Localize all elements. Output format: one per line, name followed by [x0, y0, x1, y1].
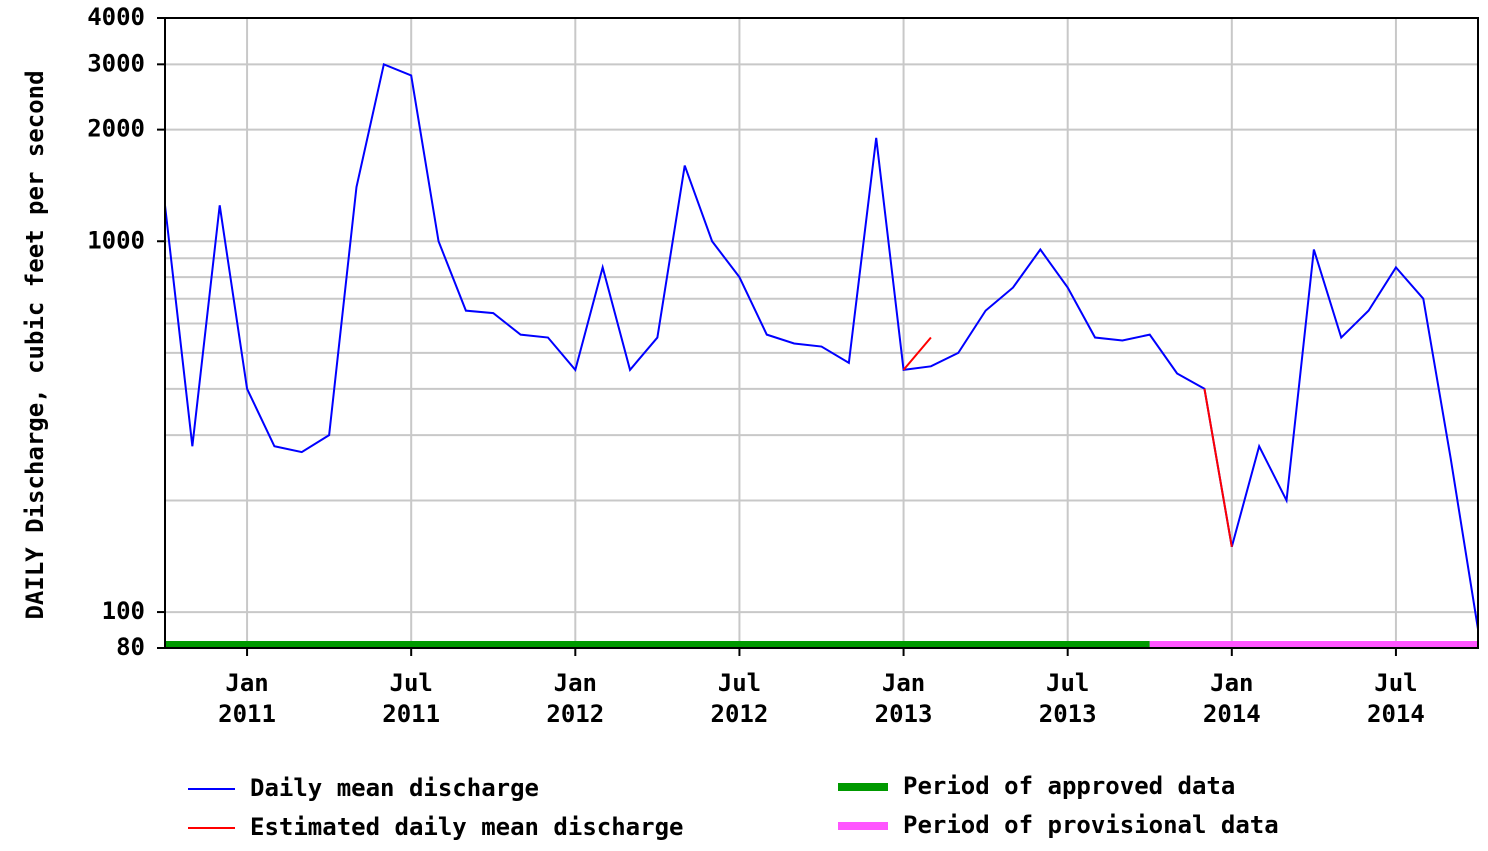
y-tick-label: 80: [116, 633, 145, 661]
legend-label: Estimated daily mean discharge: [250, 813, 683, 841]
x-tick-label: Jul: [390, 669, 433, 697]
x-tick-label: 2013: [875, 700, 933, 728]
x-tick-label: Jul: [1046, 669, 1089, 697]
x-tick-label: Jul: [718, 669, 761, 697]
y-tick-label: 100: [102, 597, 145, 625]
x-tick-label: 2011: [218, 700, 276, 728]
legend-label: Daily mean discharge: [250, 774, 539, 802]
x-tick-label: 2013: [1039, 700, 1097, 728]
x-tick-label: Jan: [882, 669, 925, 697]
x-tick-label: Jan: [225, 669, 268, 697]
y-tick-label: 3000: [87, 49, 145, 77]
legend-label: Period of provisional data: [903, 811, 1279, 839]
period-bar: [165, 641, 1150, 648]
plot-frame: [164, 17, 1479, 649]
x-tick-label: Jul: [1374, 669, 1417, 697]
y-axis-label: DAILY Discharge, cubic feet per second: [21, 70, 49, 619]
legend-label: Period of approved data: [903, 772, 1235, 800]
x-tick-label: 2012: [711, 700, 769, 728]
data-line: [164, 62, 1479, 630]
y-tick-label: 4000: [87, 3, 145, 31]
x-tick-label: 2014: [1367, 700, 1425, 728]
period-bar: [1149, 641, 1478, 648]
x-tick-label: Jan: [1210, 669, 1253, 697]
legend-swatch: [838, 783, 888, 791]
y-tick-label: 1000: [87, 226, 145, 254]
legend-swatch: [838, 822, 888, 830]
x-tick-label: 2012: [546, 700, 604, 728]
x-tick-label: 2014: [1203, 700, 1261, 728]
data-line: [902, 336, 1233, 547]
x-tick-label: 2011: [382, 700, 440, 728]
y-tick-label: 2000: [87, 115, 145, 143]
x-tick-label: Jan: [554, 669, 597, 697]
